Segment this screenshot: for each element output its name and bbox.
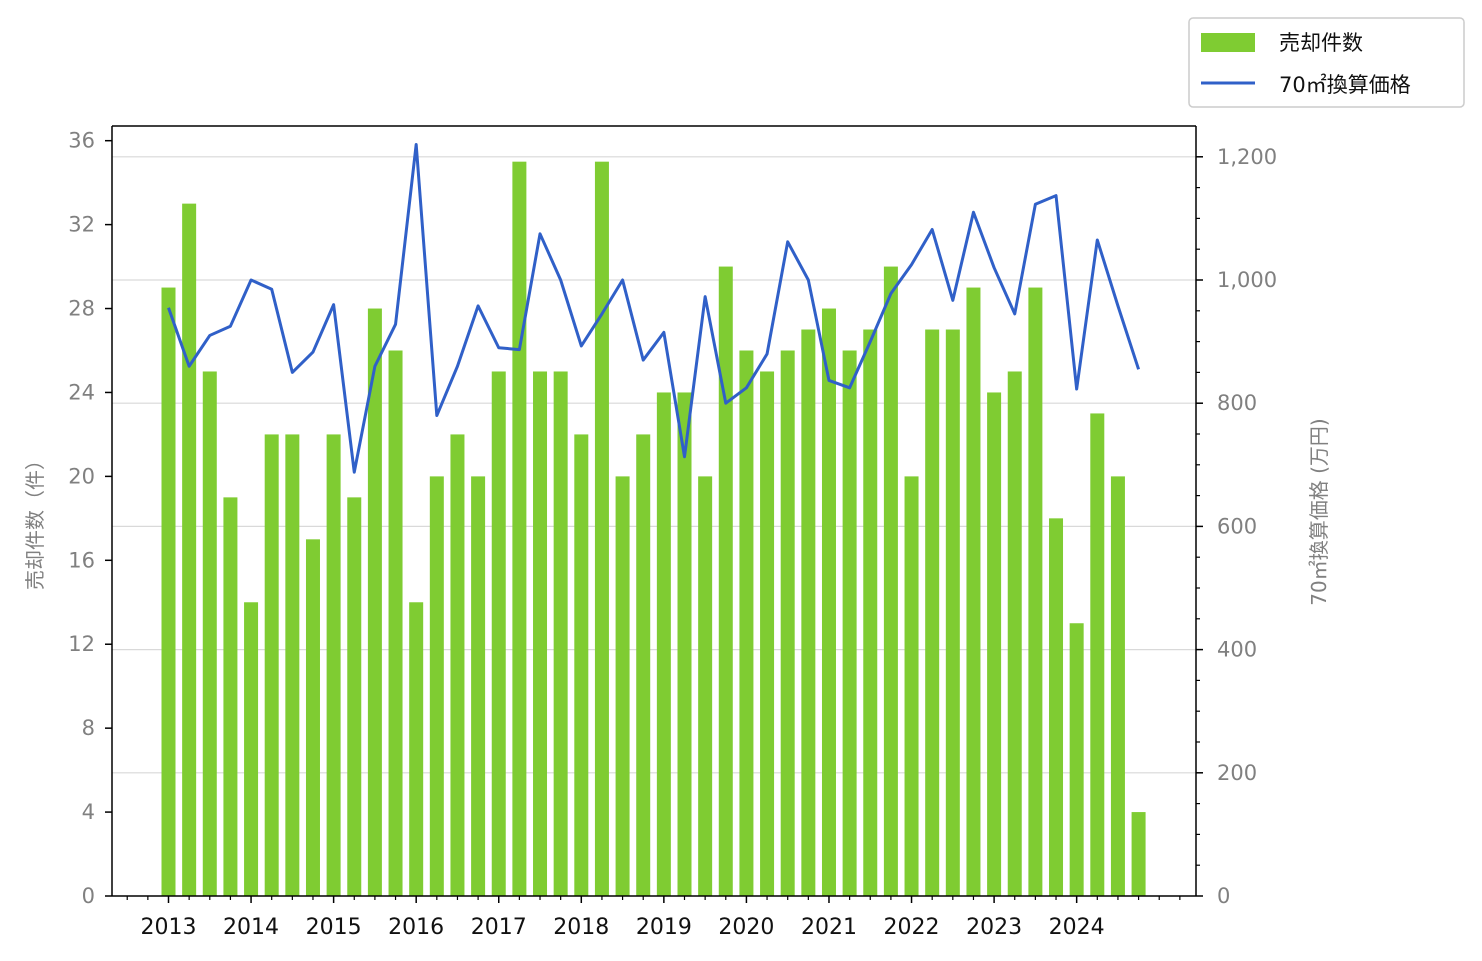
x-tick-label: 2020 [718,915,774,940]
x-tick-label: 2017 [471,915,527,940]
bar [718,266,733,896]
bar [780,350,795,896]
bar [1131,812,1146,896]
right-tick-label: 400 [1217,638,1257,662]
x-tick-label: 2023 [966,915,1022,940]
bar [615,476,630,896]
bar [1110,476,1125,896]
left-tick-label: 4 [82,800,95,824]
legend-box [1188,17,1465,108]
price-line [167,142,1141,474]
bar [202,371,217,897]
left-tick-label: 0 [82,884,95,908]
bar [594,161,609,896]
right-tick-label: 0 [1217,884,1230,908]
legend-swatch-bars [1201,33,1255,52]
right-tick-label: 200 [1217,761,1257,785]
tick-labels: 0481216202428323602004006008001,0001,200… [68,129,1277,940]
bar [244,602,259,896]
x-tick-label: 2019 [636,915,692,940]
bar [801,329,816,896]
bar [574,434,589,896]
legend-label-line: 70㎡換算価格 [1279,73,1411,97]
bar [966,287,981,897]
bar [347,497,362,896]
bar [182,203,197,897]
bar [925,329,940,896]
x-tick-label: 2022 [884,915,940,940]
bar [429,476,444,896]
legend-label-bars: 売却件数 [1279,31,1363,55]
bar [863,329,878,896]
bar [636,434,651,896]
left-tick-label: 28 [68,297,95,321]
x-tick-label: 2015 [306,915,362,940]
bar [883,266,898,896]
bar [739,350,754,896]
bar [945,329,960,896]
bar-series [161,161,1146,897]
bar [821,308,836,896]
bar [1007,371,1022,897]
x-tick-label: 2021 [801,915,857,940]
axes [105,125,1203,903]
bar [842,350,857,896]
bar [285,434,300,896]
bar [677,392,692,896]
bar [698,476,713,896]
bar [388,350,403,896]
left-tick-label: 12 [68,632,95,656]
bar [987,392,1002,896]
bar [553,371,568,897]
bar [1090,413,1105,896]
left-tick-label: 24 [68,380,95,404]
left-tick-label: 20 [68,464,95,488]
bar [760,371,775,897]
bar [1069,623,1084,896]
legend: 売却件数 70㎡換算価格 [1188,17,1465,108]
bar [1028,287,1043,897]
bar [904,476,919,896]
y-axis-title-left: 売却件数（件） [23,450,47,590]
bar [326,434,341,896]
x-tick-label: 2024 [1049,915,1105,940]
bar [656,392,671,896]
bar [471,476,486,896]
bar [305,539,320,896]
right-tick-label: 1,200 [1217,145,1277,169]
bar [367,308,382,896]
x-tick-label: 2018 [553,915,609,940]
bar [161,287,176,897]
bar [1049,518,1064,896]
bar [450,434,465,896]
left-tick-label: 8 [82,716,95,740]
right-tick-label: 600 [1217,514,1257,538]
bar [264,434,279,896]
bar [533,371,548,897]
y-axis-title-right: 70㎡換算価格 (万円) [1307,418,1331,605]
line-series [167,142,1141,474]
x-tick-label: 2013 [141,915,197,940]
bar [512,161,527,896]
x-tick-label: 2016 [388,915,444,940]
bar [491,371,506,897]
x-tick-label: 2014 [223,915,279,940]
left-tick-label: 32 [68,213,95,237]
right-tick-label: 800 [1217,391,1257,415]
right-tick-label: 1,000 [1217,268,1277,292]
left-tick-label: 36 [68,129,95,153]
bar [223,497,238,896]
left-tick-label: 16 [68,548,95,572]
bar [409,602,424,896]
